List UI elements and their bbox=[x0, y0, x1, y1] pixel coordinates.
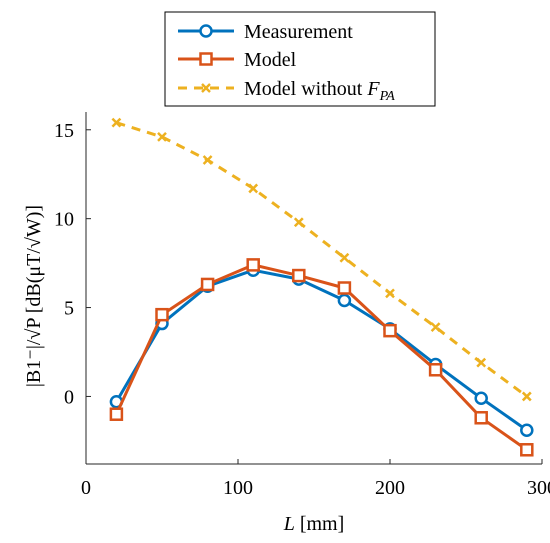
data-point bbox=[337, 281, 352, 295]
data-point bbox=[157, 132, 167, 142]
axes bbox=[85, 112, 542, 465]
series-3 bbox=[111, 117, 532, 402]
series-line bbox=[115, 263, 528, 452]
series-2 bbox=[109, 258, 534, 457]
series-line bbox=[115, 121, 528, 398]
y-tick-label: 5 bbox=[64, 298, 74, 320]
x-tick-label: 200 bbox=[375, 477, 405, 499]
data-point bbox=[155, 307, 169, 322]
y-tick-label: 10 bbox=[54, 209, 74, 231]
legend-entry-3: Model without FPA bbox=[178, 78, 395, 104]
legend: Measurement Model Model without FPA bbox=[164, 11, 436, 107]
series-layer bbox=[109, 117, 534, 457]
data-point bbox=[202, 155, 213, 165]
data-point bbox=[430, 322, 441, 332]
legend-marker bbox=[201, 83, 211, 93]
legend-items: Measurement Model Model without FPA bbox=[178, 21, 395, 104]
data-point bbox=[383, 323, 397, 338]
legend-marker bbox=[199, 52, 213, 66]
legend-label: Model without FPA bbox=[244, 78, 395, 104]
x-tick-label: 0 bbox=[81, 477, 91, 499]
data-point bbox=[474, 391, 488, 405]
data-point bbox=[474, 411, 488, 425]
data-point bbox=[248, 183, 259, 194]
x-axis-label: L [mm] bbox=[283, 513, 345, 535]
series-1 bbox=[109, 263, 534, 437]
x-tick-label: 300 bbox=[527, 477, 550, 499]
data-point bbox=[521, 391, 532, 402]
data-point bbox=[337, 293, 352, 308]
series-line bbox=[115, 268, 528, 432]
legend-label: Measurement bbox=[244, 21, 353, 43]
y-tick-label: 0 bbox=[64, 386, 74, 408]
data-point bbox=[476, 357, 487, 368]
data-point bbox=[292, 268, 306, 283]
data-point bbox=[200, 277, 215, 292]
data-point bbox=[520, 423, 534, 437]
data-point bbox=[428, 363, 443, 377]
y-ticks: 0 5 10 15 bbox=[54, 120, 91, 408]
legend-entry-1: Measurement bbox=[178, 21, 353, 43]
data-point bbox=[385, 288, 395, 299]
legend-label: Model bbox=[244, 49, 297, 71]
y-tick-label: 15 bbox=[54, 120, 74, 142]
y-axis-label: |B1⁻|/√P [dB(μT/√W)] bbox=[23, 205, 45, 387]
x-ticks: 0 100 200 300 bbox=[81, 459, 550, 499]
data-point bbox=[246, 258, 260, 272]
data-point bbox=[111, 117, 122, 128]
x-tick-label: 100 bbox=[223, 477, 253, 499]
data-point bbox=[293, 217, 304, 228]
legend-marker bbox=[199, 24, 213, 38]
data-point bbox=[520, 443, 534, 457]
legend-entry-2: Model bbox=[178, 49, 297, 71]
data-point bbox=[109, 407, 124, 421]
data-point bbox=[339, 252, 350, 263]
